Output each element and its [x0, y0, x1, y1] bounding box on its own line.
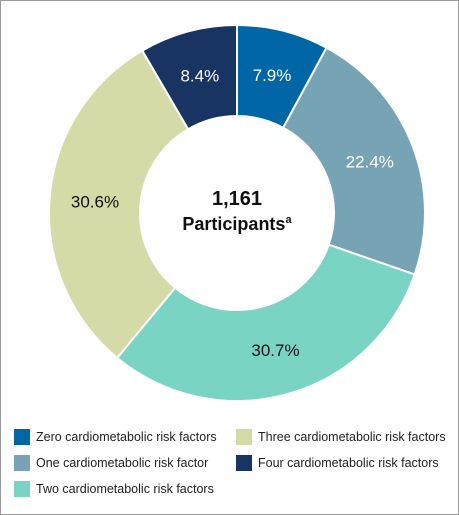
legend-swatch-4: [236, 455, 252, 471]
donut-slices: [48, 23, 426, 402]
center-participants-text: Participants: [182, 214, 285, 234]
legend-item-0: Zero cardiometabolic risk factors: [14, 429, 217, 445]
slice-2: [115, 243, 416, 402]
slice-label-2: 30.7%: [251, 341, 299, 360]
center-participants-label: Participantsa: [182, 214, 292, 234]
legend-swatch-0: [14, 429, 30, 445]
slice-label-0: 7.9%: [253, 66, 292, 85]
legend-swatch-2: [14, 481, 30, 497]
slice-3: [48, 49, 190, 360]
legend-label-1: One cardiometabolic risk factor: [36, 456, 209, 470]
center-count-label: 1,161: [212, 188, 262, 210]
legend-swatch-3: [236, 429, 252, 445]
legend-label-3: Three cardiometabolic risk factors: [258, 430, 446, 444]
legend-item-3: Three cardiometabolic risk factors: [236, 429, 446, 445]
slice-label-3: 30.6%: [71, 192, 119, 211]
slice-labels: 7.9% 22.4% 30.7% 30.6% 8.4%: [71, 66, 394, 360]
slice-label-4: 8.4%: [180, 66, 219, 85]
legend-item-4: Four cardiometabolic risk factors: [236, 455, 439, 471]
legend-item-1: One cardiometabolic risk factor: [14, 455, 208, 471]
legend-swatch-1: [14, 455, 30, 471]
slice-4: [140, 23, 238, 131]
donut-chart: 7.9% 22.4% 30.7% 30.6% 8.4% 1,161 Participan…: [48, 23, 426, 402]
slice-label-1: 22.4%: [346, 152, 394, 171]
legend-label-0: Zero cardiometabolic risk factors: [36, 430, 217, 444]
legend-label-2: Two cardiometabolic risk factors: [36, 482, 214, 496]
legend-item-2: Two cardiometabolic risk factors: [14, 481, 214, 497]
legend: Zero cardiometabolic risk factors One car…: [14, 429, 454, 505]
slice-1: [281, 46, 426, 276]
legend-label-4: Four cardiometabolic risk factors: [258, 456, 439, 470]
center-participants-superscript: a: [285, 214, 292, 226]
